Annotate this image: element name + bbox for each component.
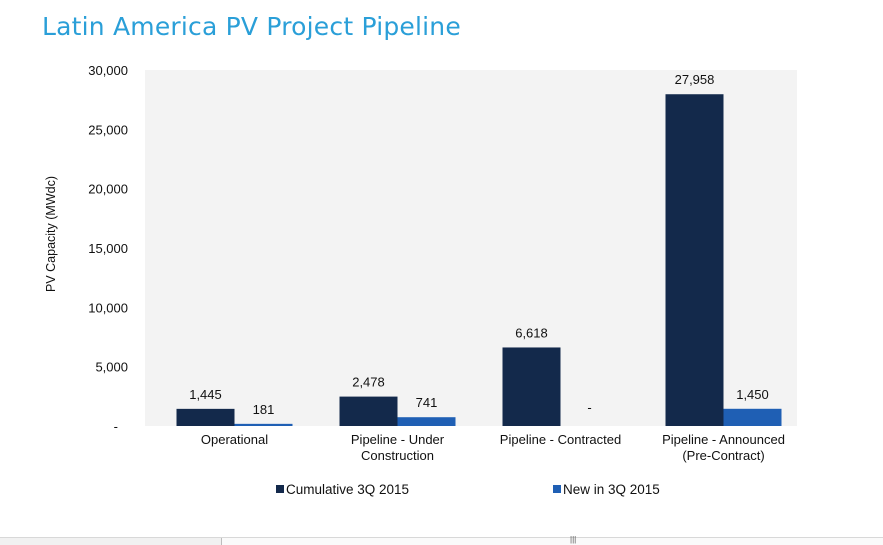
x-axis: Operational Pipeline - Under Construction P… — [201, 432, 785, 463]
chart-title: Latin America PV Project Pipeline — [42, 12, 461, 41]
y-tick-label: 10,000 — [88, 300, 128, 315]
legend-swatch — [553, 485, 561, 493]
y-tick-label: 25,000 — [88, 122, 128, 137]
bar — [723, 408, 782, 426]
bottom-scrollbar[interactable]: ||| — [0, 535, 883, 545]
scrollbar-track[interactable] — [221, 538, 883, 545]
bar — [397, 417, 456, 426]
data-label: - — [587, 400, 591, 415]
data-label: 2,478 — [352, 375, 385, 390]
scrollbar-grip-icon[interactable]: ||| — [570, 535, 577, 544]
data-label: 181 — [253, 402, 275, 417]
bar — [502, 347, 561, 426]
legend-swatch — [276, 485, 284, 493]
category-label: Pipeline - Under Construction — [351, 432, 445, 463]
y-axis: - 5,000 10,000 15,000 20,000 25,000 30,000 — [88, 63, 128, 434]
bar — [665, 94, 724, 426]
data-label: 741 — [416, 395, 438, 410]
legend-label: Cumulative 3Q 2015 — [286, 482, 409, 497]
category-label: Pipeline - Contracted — [500, 432, 621, 447]
legend: Cumulative 3Q 2015 New in 3Q 2015 — [276, 482, 660, 497]
y-tick-label: 30,000 — [88, 63, 128, 78]
bar — [176, 408, 235, 426]
y-axis-title: PV Capacity (MWdc) — [44, 176, 58, 292]
y-tick-label: 15,000 — [88, 241, 128, 256]
y-tick-label: 5,000 — [95, 360, 128, 375]
data-label: 1,445 — [189, 387, 222, 402]
y-tick-label: 20,000 — [88, 182, 128, 197]
category-label: Operational — [201, 432, 268, 447]
bar — [234, 423, 293, 426]
data-label: 1,450 — [736, 387, 769, 402]
bars-group: 1,445 181 2,478 741 6,618 - 27,958 1,450 — [176, 72, 782, 426]
y-tick-label: - — [114, 419, 118, 434]
data-label: 6,618 — [515, 325, 548, 340]
category-label: Pipeline - Announced (Pre-Contract) — [662, 432, 785, 463]
bar — [339, 396, 398, 426]
data-label: 27,958 — [675, 72, 715, 87]
legend-label: New in 3Q 2015 — [563, 482, 660, 497]
